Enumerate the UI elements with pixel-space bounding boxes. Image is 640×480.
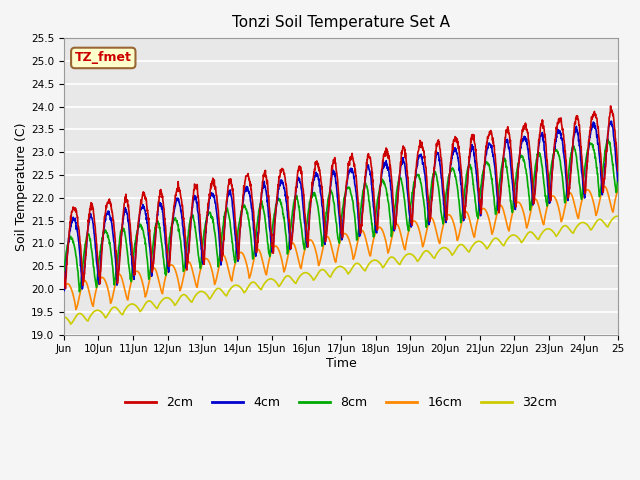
Title: Tonzi Soil Temperature Set A: Tonzi Soil Temperature Set A: [232, 15, 450, 30]
X-axis label: Time: Time: [326, 357, 356, 370]
Text: TZ_fmet: TZ_fmet: [75, 51, 132, 64]
Y-axis label: Soil Temperature (C): Soil Temperature (C): [15, 122, 28, 251]
Legend: 2cm, 4cm, 8cm, 16cm, 32cm: 2cm, 4cm, 8cm, 16cm, 32cm: [120, 391, 562, 414]
